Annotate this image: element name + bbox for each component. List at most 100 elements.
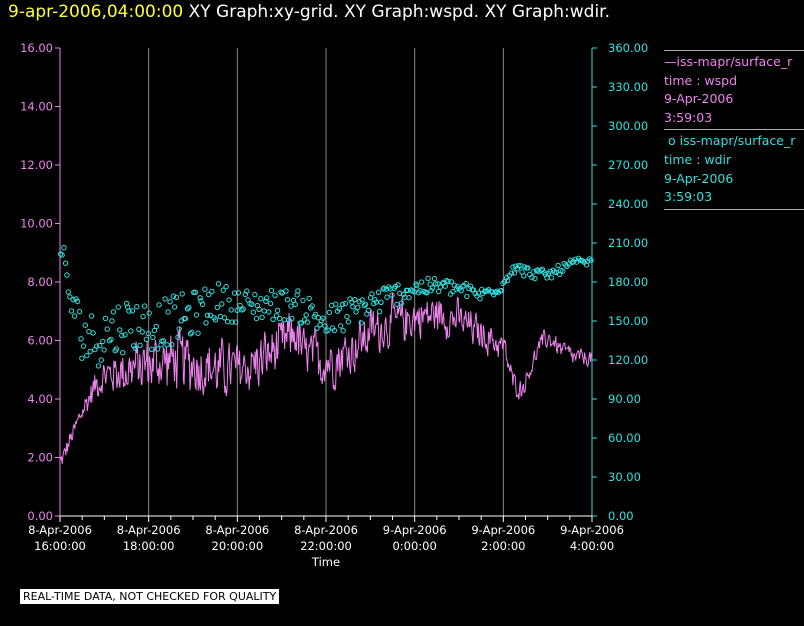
legend-circle-marker: o: [667, 133, 676, 149]
timestamp: 9-apr-2006,04:00:00: [8, 2, 184, 22]
series-wdir-point: [98, 357, 105, 363]
series-wdir-point: [560, 268, 566, 274]
series-wdir-point: [588, 257, 594, 264]
y-left-tick-label-0: 0.00: [27, 509, 53, 523]
y-left-tick-label-6: 12.00: [20, 158, 53, 172]
y-right-tick-label-5: 150.00: [608, 314, 648, 328]
legend: —iss-mapr/surface_r time : wspd 9-Apr-20…: [664, 48, 804, 212]
series-wdir-point: [170, 293, 177, 299]
header: 9-apr-2006,04:00:00 XY Graph:xy-grid. XY…: [8, 2, 610, 22]
series-wdir-point: [428, 288, 434, 294]
series-wdir-point: [448, 279, 454, 285]
series-wdir-point: [102, 315, 109, 322]
y-right-tick-label-2: 60.00: [608, 431, 641, 445]
series-wdir-point: [192, 289, 199, 295]
y-right-tick-label-9: 270.00: [608, 158, 648, 172]
series-wdir-point: [355, 304, 361, 311]
series-wdir-point: [101, 347, 107, 353]
series-wdir-point: [182, 315, 189, 322]
series-wdir-point: [362, 301, 369, 307]
series-wdir-point: [431, 275, 438, 282]
series-wdir-point: [521, 273, 527, 279]
series-wdir-point: [193, 312, 200, 318]
legend-entry-wspd-source: —iss-mapr/surface_r: [664, 54, 793, 69]
y-right-tick-label-0: 0.00: [608, 509, 634, 523]
series-wdir-point: [189, 329, 195, 336]
series-wdir-point: [207, 312, 214, 318]
series-wdir-point: [139, 329, 145, 335]
series-wdir-point: [395, 282, 401, 288]
x-tick-label-time-4: 0:00:00: [392, 539, 436, 553]
series-wdir-point: [74, 298, 81, 305]
series-wdir-point: [397, 290, 403, 297]
series-wdir-point: [418, 279, 425, 285]
y-right-tick-label-12: 360.00: [608, 41, 648, 55]
series-wdir-point: [154, 346, 161, 352]
series-wdir-point: [176, 326, 182, 332]
series-wdir-point: [339, 301, 346, 308]
series-wdir-point: [312, 311, 319, 318]
series-wdir-point: [266, 309, 272, 315]
series-wdir-point: [158, 342, 164, 348]
legend-line-marker: —: [664, 54, 677, 69]
series-wdir-point: [504, 277, 511, 284]
series-wdir-point: [350, 304, 356, 310]
series-wdir-point: [289, 315, 295, 322]
series-wdir-point: [414, 282, 420, 289]
series-wdir-point: [511, 270, 518, 276]
series-wdir-point: [143, 336, 150, 342]
x-tick-label-time-3: 22:00:00: [300, 539, 352, 553]
series-wdir-point: [223, 283, 229, 290]
series-wdir-point: [322, 323, 328, 329]
series-wdir-point: [369, 291, 375, 297]
series-wdir-point: [137, 342, 143, 348]
series-wdir-point: [256, 306, 262, 312]
series-wdir-point: [267, 300, 274, 307]
series-wdir-point: [110, 309, 117, 315]
series-wdir-point: [288, 303, 294, 309]
series-wdir-point: [501, 279, 508, 285]
x-axis-label: Time: [311, 555, 340, 569]
series-wdir-point: [167, 299, 173, 305]
series-wdir-point: [64, 272, 70, 278]
series-wdir-point: [548, 275, 555, 281]
series-wdir-point: [344, 313, 350, 320]
quality-note: REAL-TIME DATA, NOT CHECKED FOR QUALITY: [20, 589, 280, 604]
series-wdir-point: [70, 296, 76, 303]
series-wdir-point: [400, 291, 406, 298]
series-wdir-point: [326, 309, 333, 316]
series-wdir-point: [221, 315, 228, 321]
series-wdir-point: [202, 286, 208, 292]
series-wdir-point: [586, 256, 593, 262]
x-tick-label-date-6: 9-Apr-2006: [560, 523, 624, 537]
series-wdir-point: [235, 290, 242, 296]
series-wdir-point: [580, 258, 586, 264]
series-wdir-point: [164, 342, 170, 348]
series-wdir-point: [270, 316, 276, 322]
series-wdir-point: [129, 308, 136, 314]
series-wdir-point: [309, 303, 315, 309]
series-wdir-point: [162, 296, 168, 302]
y-left-tick-label-1: 2.00: [27, 451, 53, 465]
series-wdir-point: [140, 313, 146, 320]
series-wdir-point: [160, 338, 167, 344]
x-tick-label-date-5: 9-Apr-2006: [471, 523, 535, 537]
series-wdir-point: [572, 256, 578, 262]
series-wdir-point: [134, 304, 140, 310]
x-tick-label-time-2: 20:00:00: [212, 539, 264, 553]
series-wdir-point: [268, 287, 275, 294]
series-wdir-point: [78, 336, 84, 342]
series-wdir-point: [510, 264, 516, 270]
series-wdir-point: [272, 292, 278, 298]
series-wdir-point: [240, 306, 246, 312]
series-wdir-point: [203, 320, 209, 326]
x-tick-label-date-2: 8-Apr-2006: [205, 523, 269, 537]
series-wdir-point: [273, 313, 280, 319]
series-wdir-point: [113, 346, 120, 352]
series-wdir-point: [249, 301, 255, 307]
series-wdir-point: [136, 326, 142, 332]
series-wdir-point: [300, 297, 306, 304]
series-wdir-point: [165, 309, 171, 315]
y-left-tick-label-3: 6.00: [27, 334, 53, 348]
